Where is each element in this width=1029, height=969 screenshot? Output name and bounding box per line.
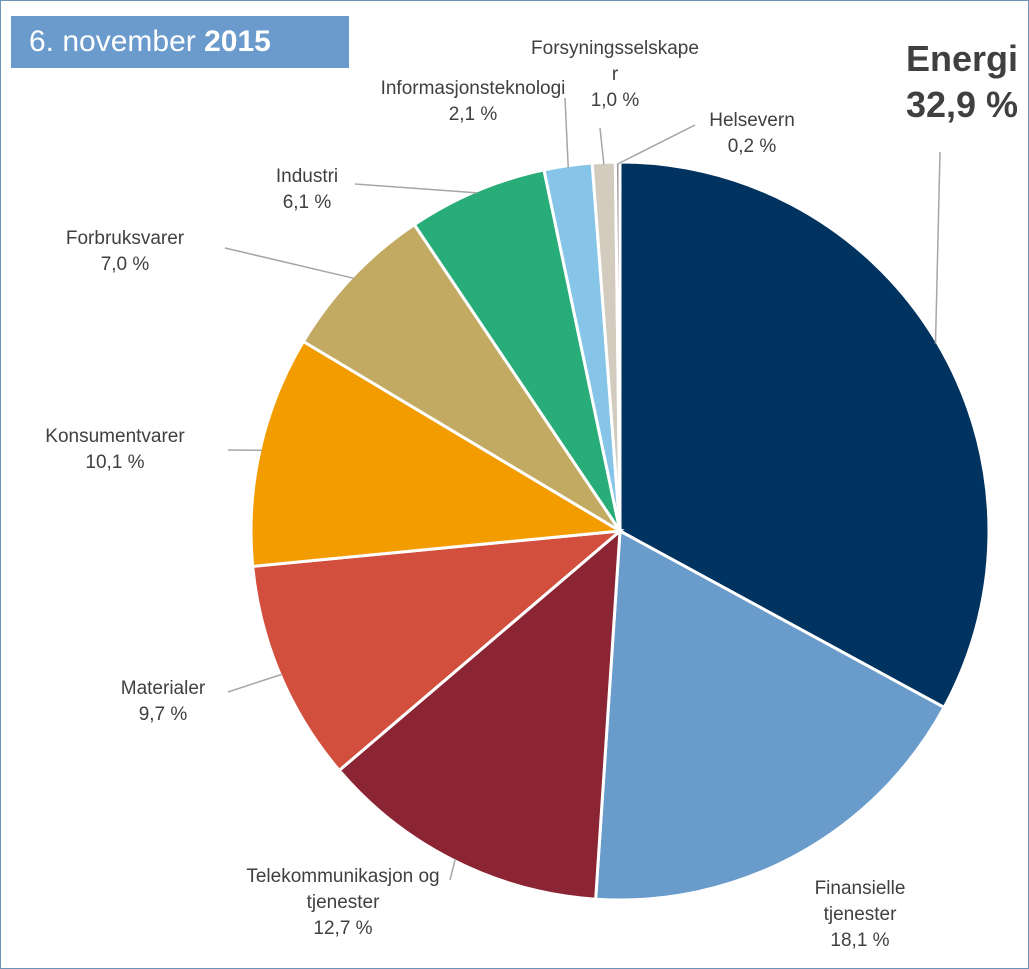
slice-label: Helsevern 0,2 % <box>692 108 812 160</box>
value-label: 12,7 % <box>313 918 373 939</box>
pie-slice <box>301 222 622 533</box>
value-label: 1,0 % <box>590 90 640 111</box>
category-name: Energi <box>905 38 1019 79</box>
slice-label: Informasjonsteknologi 2,1 % <box>378 76 568 128</box>
pie-slice <box>412 168 622 532</box>
slice-label: Industri 6,1 % <box>257 164 357 216</box>
slice-label: Forbruksvarer 7,0 % <box>25 226 225 278</box>
date-day: 6. november <box>29 25 196 58</box>
category-name: Helsevern <box>709 110 795 131</box>
pie-slice <box>594 528 947 902</box>
category-name: Konsumentvarer <box>45 426 185 447</box>
category-name: Forsyningsselskaper <box>531 38 699 85</box>
value-label: 2,1 % <box>448 104 498 125</box>
slice-label: Telekommunikasjon og tjenester 12,7 % <box>238 864 448 942</box>
category-name: Informasjonsteknologi <box>380 78 566 99</box>
category-name: Industri <box>275 166 339 187</box>
slice-label: Finansielle tjenester 18,1 % <box>790 876 930 954</box>
value-label: 18,1 % <box>830 930 890 951</box>
category-name: Forbruksvarer <box>65 228 185 249</box>
leader-line <box>564 97 569 168</box>
leader-line <box>227 673 283 693</box>
slice-label: Energi 32,9 % <box>882 36 1029 128</box>
slice-label: Konsumentvarer 10,1 % <box>15 424 215 476</box>
leader-line <box>599 127 605 165</box>
value-label: 32,9 % <box>905 84 1019 125</box>
pie-slice <box>613 160 622 532</box>
slice-label: Materialer 9,7 % <box>93 676 233 728</box>
value-label: 7,0 % <box>100 254 150 275</box>
leader-line <box>617 124 696 165</box>
value-label: 0,2 % <box>727 136 777 157</box>
slice-label: Forsyningsselskaper 1,0 % <box>530 36 700 114</box>
value-label: 10,1 % <box>85 452 145 473</box>
category-name: Telekommunikasjon og tjenester <box>246 866 440 913</box>
date-box: 6. november 2015 <box>11 16 349 68</box>
leader-line <box>449 858 457 881</box>
value-label: 9,7 % <box>138 704 188 725</box>
value-label: 6,1 % <box>282 192 332 213</box>
leader-line <box>354 183 478 194</box>
leader-line <box>934 151 941 344</box>
date-year: 2015 <box>204 25 271 58</box>
category-name: Materialer <box>120 678 206 699</box>
category-name: Finansielle tjenester <box>814 878 906 925</box>
pie-slice <box>618 160 991 710</box>
leader-line <box>224 247 355 280</box>
